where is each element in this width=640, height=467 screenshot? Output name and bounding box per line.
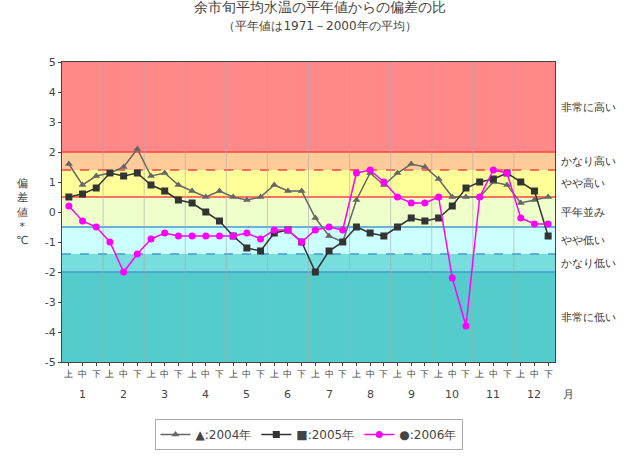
svg-text:下: 下 [297, 369, 306, 379]
svg-text:中: 中 [119, 369, 128, 379]
svg-text:-3: -3 [45, 296, 56, 309]
svg-text:下: 下 [215, 369, 224, 379]
svg-text:下: 下 [338, 369, 347, 379]
svg-text:12: 12 [527, 388, 541, 401]
svg-text:中: 中 [283, 369, 292, 379]
svg-text:下: 下 [461, 369, 470, 379]
svg-text:中: 中 [366, 369, 375, 379]
svg-text:下: 下 [420, 369, 429, 379]
svg-text:2: 2 [120, 388, 127, 401]
svg-text:かなり高い: かなり高い [561, 155, 616, 168]
svg-text:上: 上 [475, 369, 484, 379]
svg-text:-2: -2 [45, 266, 56, 279]
svg-text:中: 中 [325, 369, 334, 379]
svg-text:上: 上 [270, 369, 279, 379]
svg-text:上: 上 [147, 369, 156, 379]
svg-text:7: 7 [326, 388, 333, 401]
svg-text:中: 中 [448, 369, 457, 379]
svg-text:下: 下 [544, 369, 553, 379]
svg-text:余市旬平均水温の平年値からの偏差の比（平年値は1971－20: 余市旬平均水温の平年値からの偏差の比（平年値は1971－2000年の平均） [194, 0, 446, 33]
svg-text:下: 下 [174, 369, 183, 379]
svg-text:中: 中 [489, 369, 498, 379]
svg-text:2: 2 [49, 146, 56, 159]
svg-text:3: 3 [49, 116, 56, 129]
svg-text:上: 上 [311, 369, 320, 379]
svg-text:4: 4 [202, 388, 209, 401]
svg-text:9: 9 [408, 388, 415, 401]
svg-text:上: 上 [64, 369, 73, 379]
svg-text:5: 5 [243, 388, 250, 401]
svg-text:中: 中 [530, 369, 539, 379]
svg-text:-5: -5 [45, 356, 56, 369]
svg-text:-1: -1 [45, 236, 56, 249]
svg-text:8: 8 [367, 388, 374, 401]
svg-text:やや低い: やや低い [561, 234, 605, 247]
svg-text:4: 4 [49, 86, 56, 99]
svg-text:11: 11 [486, 388, 500, 401]
svg-text:非常に低い: 非常に低い [561, 311, 616, 324]
svg-text:下: 下 [92, 369, 101, 379]
svg-text:5: 5 [49, 56, 56, 69]
svg-text:●:2006年: ●:2006年 [399, 428, 456, 442]
svg-text:中: 中 [407, 369, 416, 379]
svg-text:1: 1 [49, 176, 56, 189]
svg-text:■:2005年: ■:2005年 [296, 428, 354, 442]
svg-text:上: 上 [352, 369, 361, 379]
svg-text:中: 中 [201, 369, 210, 379]
svg-text:偏差値*℃: 偏差値*℃ [16, 177, 28, 247]
svg-text:下: 下 [379, 369, 388, 379]
svg-text:平年並み: 平年並み [561, 206, 605, 219]
svg-text:月: 月 [563, 388, 574, 401]
svg-text:下: 下 [256, 369, 265, 379]
svg-text:上: 上 [434, 369, 443, 379]
svg-text:かなり低い: かなり低い [561, 257, 616, 270]
svg-text:-4: -4 [45, 326, 56, 339]
svg-text:3: 3 [161, 388, 168, 401]
svg-text:上: 上 [105, 369, 114, 379]
svg-text:6: 6 [284, 388, 291, 401]
svg-text:上: 上 [188, 369, 197, 379]
svg-text:▲:2004年: ▲:2004年 [196, 428, 252, 442]
svg-text:10: 10 [445, 388, 459, 401]
svg-text:1: 1 [79, 388, 86, 401]
svg-text:上: 上 [516, 369, 525, 379]
svg-text:中: 中 [160, 369, 169, 379]
svg-text:下: 下 [503, 369, 512, 379]
svg-text:上: 上 [393, 369, 402, 379]
svg-text:非常に高い: 非常に高い [561, 101, 616, 114]
svg-text:中: 中 [242, 369, 251, 379]
svg-text:上: 上 [229, 369, 238, 379]
svg-text:中: 中 [78, 369, 87, 379]
svg-text:0: 0 [49, 206, 56, 219]
svg-text:下: 下 [133, 369, 142, 379]
svg-text:やや高い: やや高い [561, 177, 605, 190]
